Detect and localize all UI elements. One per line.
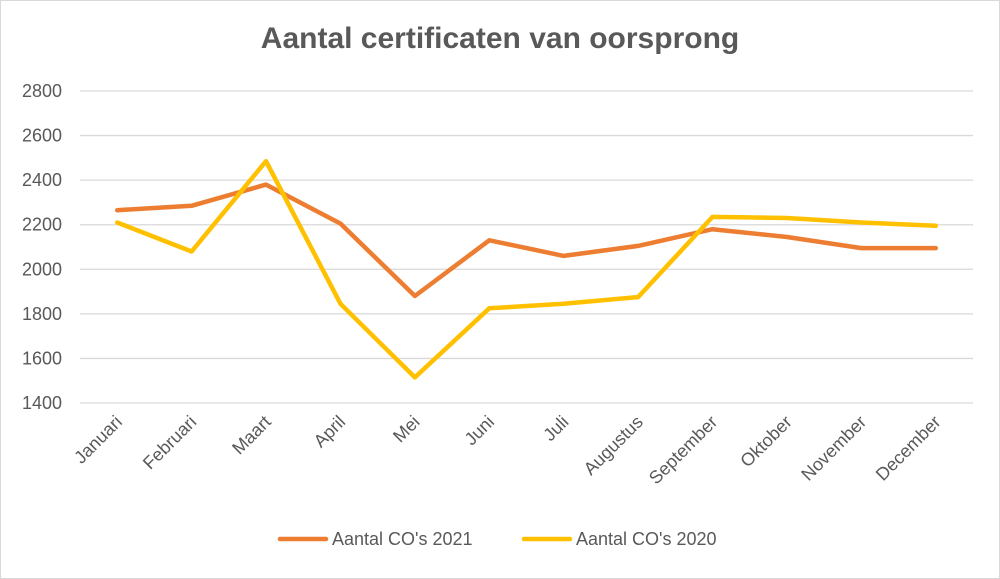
y-tick-label: 2600 xyxy=(22,126,62,146)
x-tick-label: November xyxy=(797,412,870,485)
chart-title: Aantal certificaten van oorsprong xyxy=(260,22,740,55)
x-tick-label: December xyxy=(872,412,945,485)
gridlines xyxy=(80,90,973,404)
x-tick-label: April xyxy=(310,412,350,452)
x-tick-label: Januari xyxy=(70,412,126,468)
x-tick-label: Juli xyxy=(539,412,572,445)
legend: Aantal CO's 2021 Aantal CO's 2020 xyxy=(277,529,717,549)
y-tick-label: 1400 xyxy=(22,393,62,413)
x-tick-label: Augustus xyxy=(580,412,647,479)
series-lines xyxy=(114,158,939,380)
y-tick-label: 1600 xyxy=(22,348,62,368)
x-axis-tick-labels: Januari Februari Maart April Mei Juni Juli Augu… xyxy=(70,412,944,488)
series-line-0 xyxy=(114,182,939,299)
x-tick-label: Juni xyxy=(461,412,498,449)
y-tick-label: 2200 xyxy=(22,215,62,235)
y-axis-tick-labels: 1400 1600 1800 2000 2200 2400 2600 2800 xyxy=(22,81,62,413)
legend-label: Aantal CO's 2021 xyxy=(332,529,473,549)
x-tick-label: Oktober xyxy=(736,412,795,471)
x-tick-label: Mei xyxy=(389,412,424,447)
legend-label: Aantal CO's 2020 xyxy=(576,529,717,549)
y-tick-label: 2800 xyxy=(22,81,62,101)
y-tick-label: 1800 xyxy=(22,304,62,324)
series-line-1 xyxy=(114,158,939,380)
x-tick-label: September xyxy=(645,412,721,488)
x-tick-label: Februari xyxy=(139,412,201,474)
y-tick-label: 2400 xyxy=(22,170,62,190)
y-tick-label: 2000 xyxy=(22,259,62,279)
x-tick-label: Maart xyxy=(228,412,275,459)
